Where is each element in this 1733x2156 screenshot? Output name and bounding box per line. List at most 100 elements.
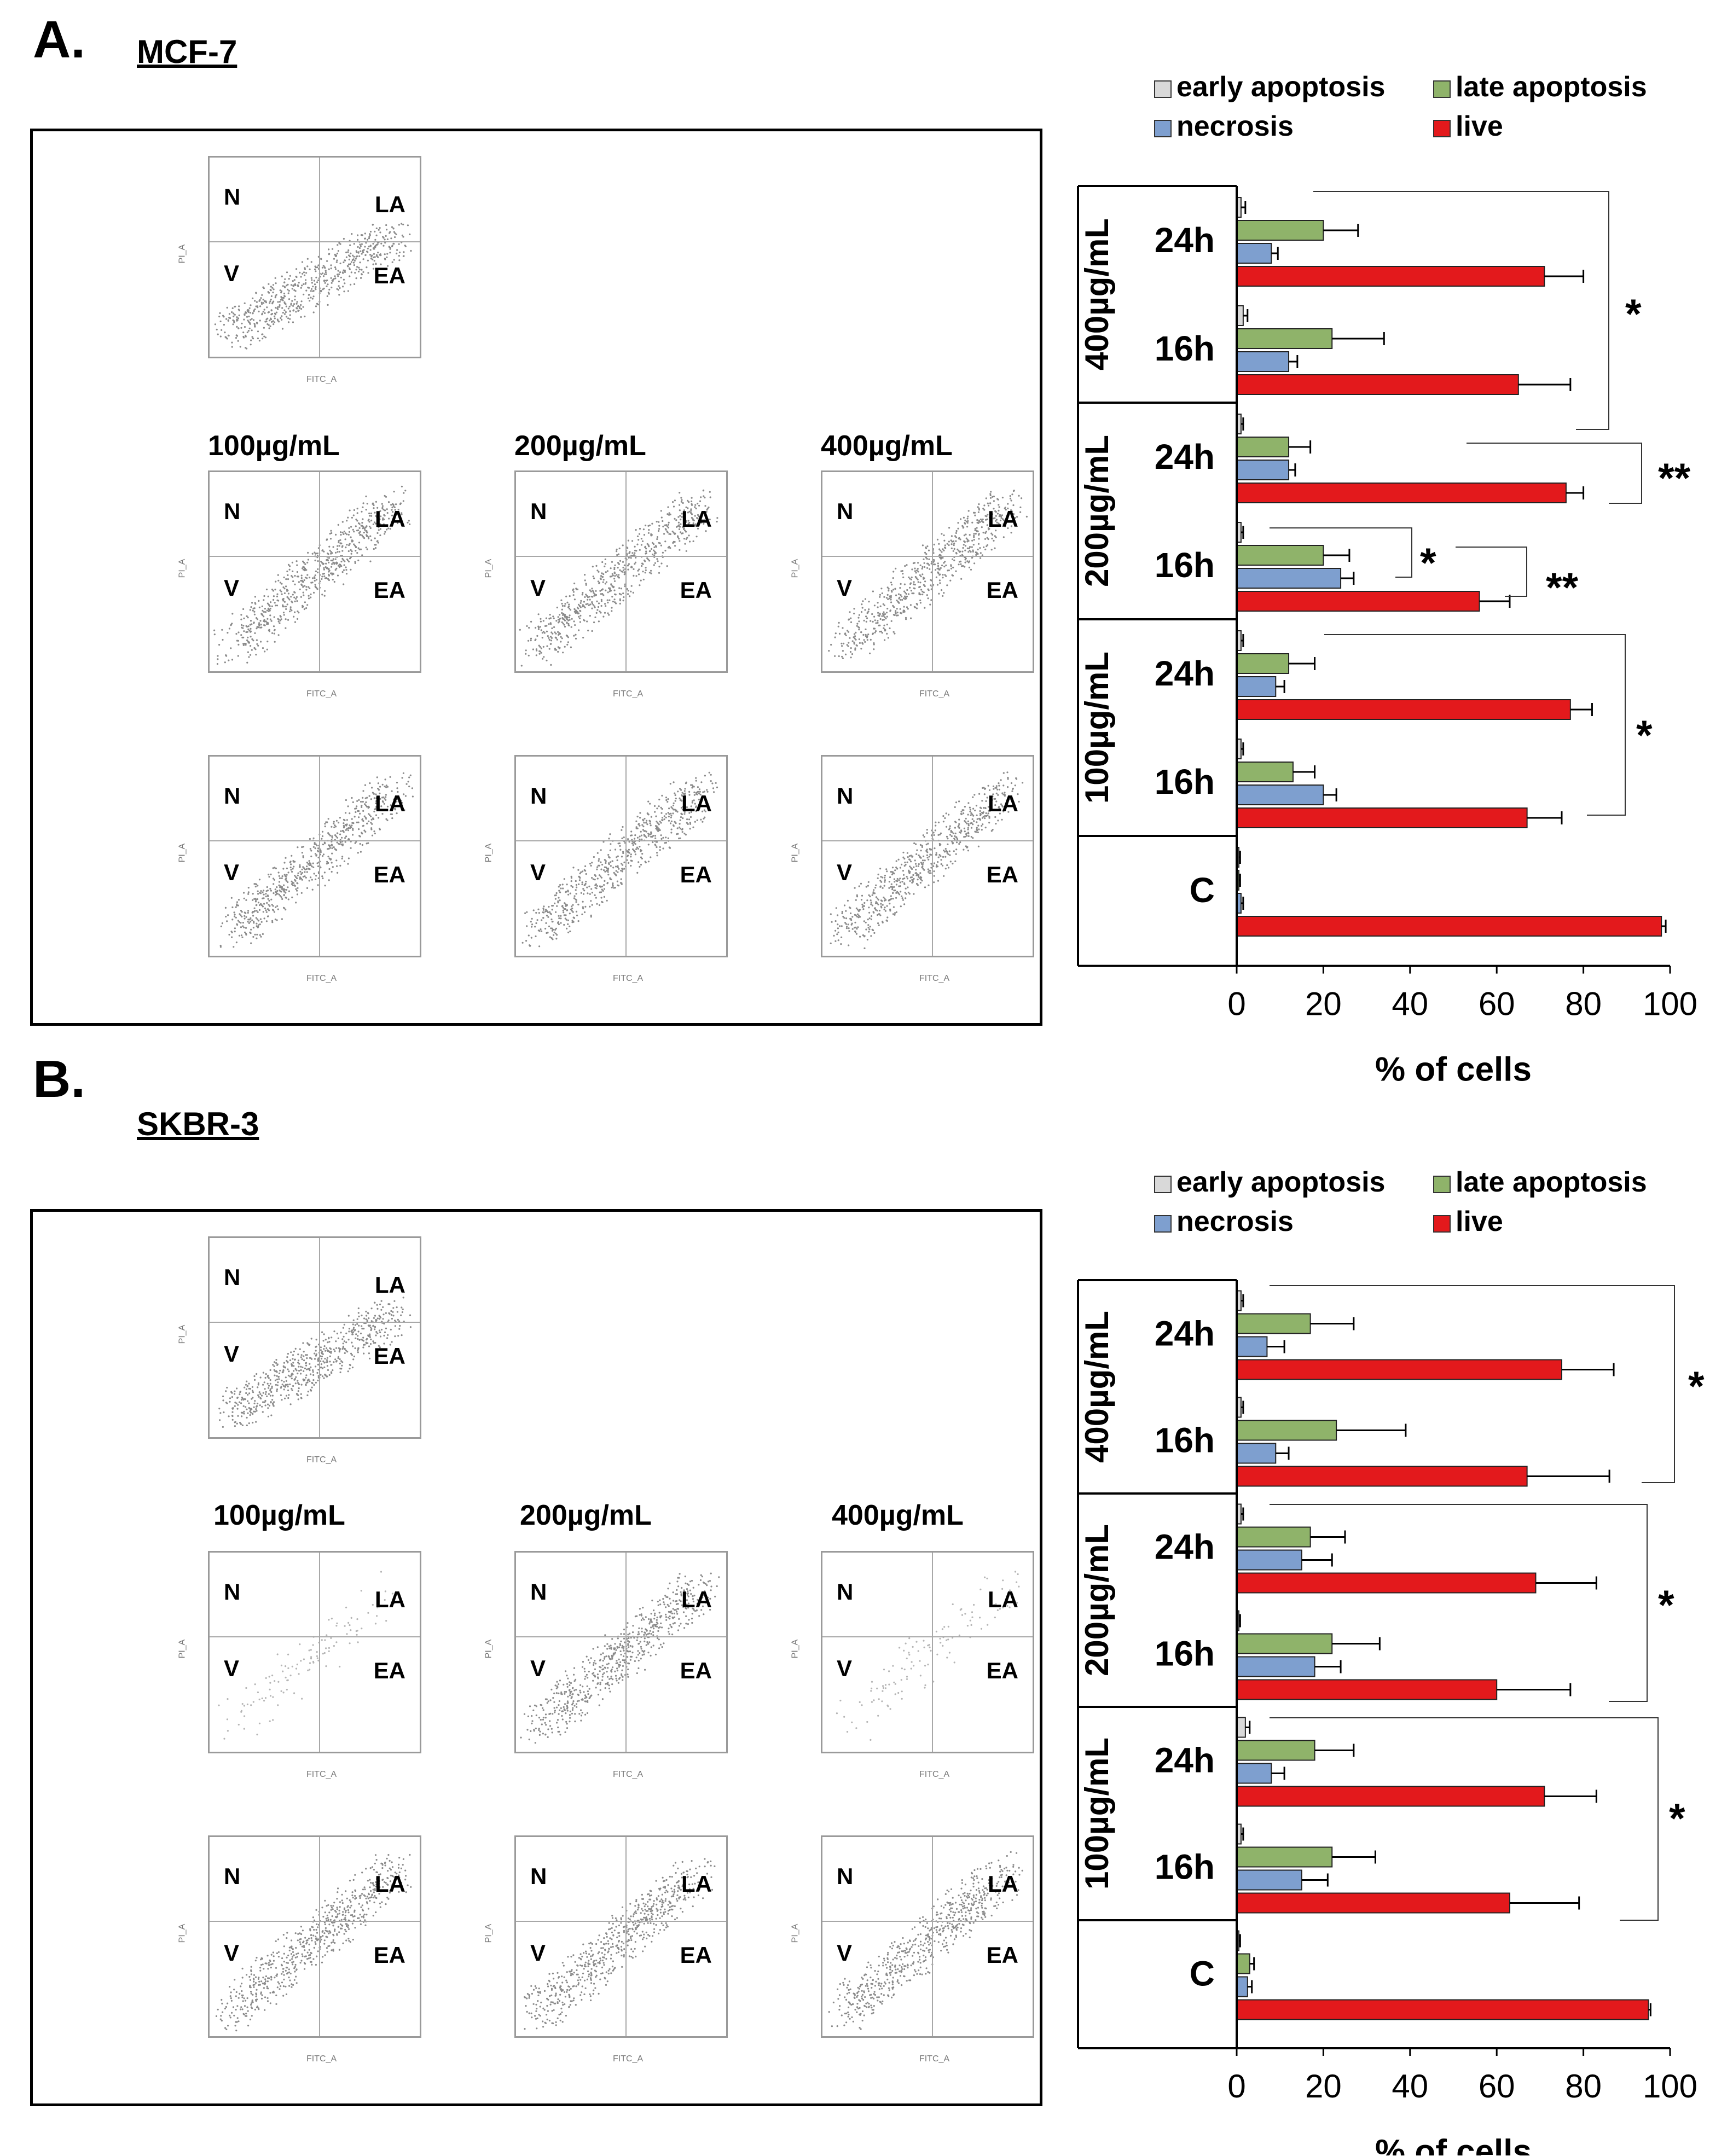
quadrant-vertical-line	[931, 472, 933, 671]
quadrant-horizontal-line	[210, 555, 420, 557]
quadrant-label-necrosis: N	[224, 783, 241, 809]
quadrant-horizontal-line	[516, 1920, 726, 1922]
significance-bracket	[1270, 1717, 1659, 1921]
bar-late	[1236, 653, 1290, 674]
significance-star: *	[1669, 1795, 1685, 1842]
flow-y-axis-label: PI_A	[790, 1639, 800, 1659]
panel-a-bar-chart: early apoptosis late apoptosis necrosis liv…	[1077, 71, 1697, 1089]
scatter-cloud	[213, 485, 411, 665]
dot-plot: N LA V EA FITC_A PI_A	[783, 449, 1040, 706]
x-tick-label: 80	[1565, 986, 1602, 1022]
x-tick-label: 60	[1479, 2068, 1515, 2105]
time-label: 16h	[1155, 545, 1215, 585]
x-axis-title: % of cells	[1375, 2133, 1532, 2155]
panel-a-letter: A.	[33, 10, 85, 69]
quadrant-label-early-apoptosis: EA	[373, 577, 405, 603]
bar-late	[1236, 1846, 1333, 1868]
x-tick-label: 100	[1643, 986, 1697, 1022]
dot-plot-frame: N LA V EA	[208, 755, 421, 957]
significance-star: **	[1546, 565, 1579, 611]
legend-late-apoptosis-swatch	[1433, 80, 1451, 98]
quadrant-label-necrosis: N	[837, 1579, 854, 1605]
bar-live	[1236, 1466, 1528, 1487]
bar-live	[1236, 916, 1662, 937]
flow-y-axis-label: PI_A	[177, 843, 187, 863]
legend-early-apoptosis: early apoptosis	[1176, 71, 1385, 103]
quadrant-label-late-apoptosis: LA	[681, 1587, 712, 1612]
dot-plot-frame: N LA V EA	[514, 1835, 728, 2038]
dot-plot-frame: N LA V EA	[208, 1835, 421, 2038]
time-label: 24h	[1155, 654, 1215, 693]
quadrant-label-late-apoptosis: LA	[681, 791, 712, 816]
quadrant-horizontal-line	[516, 1636, 726, 1637]
flow-y-axis-label: PI_A	[177, 559, 187, 578]
time-label: 24h	[1155, 1527, 1215, 1567]
scatter-cloud	[830, 771, 1024, 949]
bar-live	[1236, 1786, 1545, 1807]
flow-x-axis-label: FITC_A	[613, 2054, 644, 2064]
bar-late	[1236, 762, 1294, 782]
significance-bracket	[1456, 547, 1527, 597]
x-tick-label: 20	[1305, 986, 1342, 1022]
bar-necrosis	[1236, 1976, 1248, 1997]
legend-live-swatch	[1433, 1215, 1451, 1233]
bar-live	[1236, 591, 1480, 612]
quadrant-label-early-apoptosis: EA	[680, 862, 712, 887]
time-label: 16h	[1155, 762, 1215, 801]
significance-star: *	[1636, 712, 1653, 759]
flow-x-axis-label: FITC_A	[306, 2054, 337, 2064]
flow-x-axis-label: FITC_A	[306, 1770, 337, 1779]
dot-plot: N LA V EA FITC_A PI_A	[783, 733, 1040, 990]
quadrant-vertical-line	[625, 757, 627, 956]
dot-plot-frame: N LA V EA	[514, 1551, 728, 1753]
legend-late-apoptosis: late apoptosis	[1456, 1166, 1647, 1198]
scatter-cloud	[218, 1297, 411, 1428]
quadrant-label-necrosis: N	[224, 498, 241, 524]
quadrant-label-necrosis: N	[530, 783, 547, 809]
quadrant-label-viable: V	[837, 1655, 853, 1681]
quadrant-label-necrosis: N	[837, 1863, 854, 1889]
legend-early-apoptosis: early apoptosis	[1176, 1166, 1385, 1198]
scatter-cloud	[214, 223, 412, 350]
quadrant-label-late-apoptosis: LA	[988, 791, 1018, 816]
flow-x-axis-label: FITC_A	[919, 974, 950, 983]
flow-y-axis-label: PI_A	[177, 244, 187, 264]
dot-plot-frame: N LA V EA	[208, 470, 421, 673]
flow-y-axis-label: PI_A	[177, 1923, 187, 1943]
quadrant-horizontal-line	[210, 241, 420, 242]
quadrant-horizontal-line	[516, 840, 726, 841]
scatter-cloud	[215, 1853, 412, 2032]
bar-late	[1236, 328, 1333, 349]
quadrant-label-early-apoptosis: EA	[986, 1658, 1018, 1683]
flow-x-axis-label: FITC_A	[613, 689, 644, 699]
bar-necrosis	[1236, 1763, 1272, 1784]
quadrant-label-late-apoptosis: LA	[375, 191, 405, 217]
quadrant-label-viable: V	[530, 575, 546, 601]
quadrant-vertical-line	[625, 1553, 627, 1752]
significance-bracket	[1324, 634, 1626, 816]
time-label: 24h	[1155, 1314, 1215, 1353]
flow-y-axis-label: PI_A	[484, 843, 494, 863]
bar-necrosis	[1236, 1656, 1315, 1677]
bar-live	[1236, 1892, 1510, 1914]
panel-a-flow-box: 100µg/mL 200µg/mL 400µg/mL N LA V EA FITC_A P…	[30, 129, 1042, 1026]
quadrant-label-viable: V	[224, 575, 240, 601]
dose-label-100: 100µg/mL	[213, 1500, 345, 1531]
dot-plot: N LA V EA FITC_A PI_A	[476, 1814, 733, 2071]
bar-necrosis	[1236, 1549, 1302, 1571]
dot-plot-frame: N LA V EA	[208, 1551, 421, 1753]
quadrant-vertical-line	[318, 1553, 320, 1752]
quadrant-label-necrosis: N	[224, 1579, 241, 1605]
bar-late	[1236, 1420, 1337, 1441]
quadrant-label-viable: V	[224, 859, 240, 885]
bar-necrosis	[1236, 1443, 1277, 1464]
scatter-cloud	[836, 1571, 1020, 1741]
significance-star: *	[1688, 1363, 1705, 1410]
quadrant-horizontal-line	[822, 1920, 1033, 1922]
bar-necrosis	[1236, 1869, 1302, 1891]
time-label: C	[1190, 870, 1215, 910]
flow-x-axis-label: FITC_A	[613, 974, 644, 983]
quadrant-label-necrosis: N	[224, 184, 241, 210]
dot-plot: N LA V EA FITC_A PI_A	[170, 1214, 427, 1472]
quadrant-label-early-apoptosis: EA	[373, 1343, 405, 1369]
